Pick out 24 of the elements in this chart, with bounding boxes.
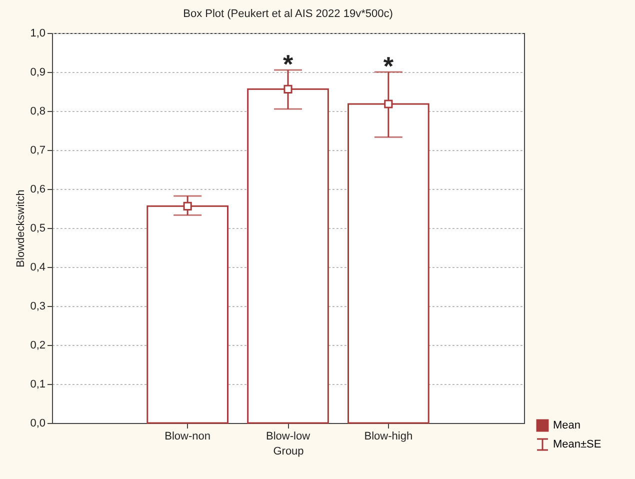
- chart-title: Box Plot (Peukert et al AIS 2022 19v*500c): [183, 8, 393, 20]
- x-tick-label: Blow-high: [364, 430, 413, 442]
- x-axis-title: Group: [273, 446, 304, 458]
- y-tick-label: 0,7: [30, 144, 46, 156]
- y-tick-label: 0,4: [30, 262, 46, 274]
- y-tick-label: 0,8: [30, 106, 46, 118]
- y-tick-label: 0,0: [30, 418, 46, 430]
- x-tick-label: Blow-low: [266, 430, 310, 442]
- y-tick-label: 1,0: [30, 28, 46, 40]
- annotation: *: [383, 51, 394, 81]
- text: Mean±SE: [553, 438, 602, 450]
- y-tick-label: 0,6: [30, 184, 46, 196]
- legend-label: Mean: [553, 420, 581, 432]
- y-tick-label: 0,3: [30, 300, 46, 312]
- annotation: *: [282, 49, 294, 80]
- y-tick-label: 0,5: [30, 222, 46, 234]
- point: [284, 84, 292, 94]
- y-axis-title: Blowdeckswitch: [15, 190, 28, 268]
- point: [183, 202, 192, 210]
- y-tick-label: 0,1: [30, 378, 46, 390]
- x-tick-label: Blow-non: [164, 430, 211, 442]
- y-tick-label: 0,2: [30, 340, 46, 352]
- point: [384, 100, 393, 108]
- y-tick-label: 0,9: [30, 66, 46, 78]
